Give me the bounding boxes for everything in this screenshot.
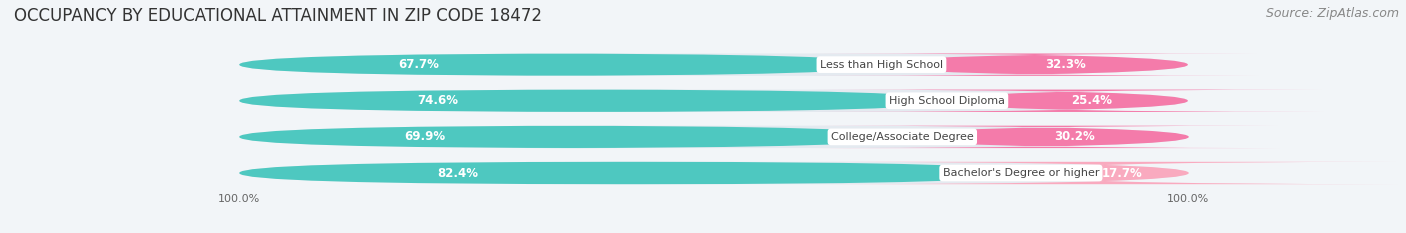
FancyBboxPatch shape bbox=[239, 162, 1021, 184]
FancyBboxPatch shape bbox=[239, 162, 1188, 184]
Text: 32.3%: 32.3% bbox=[1045, 58, 1085, 71]
Text: 17.7%: 17.7% bbox=[1101, 167, 1142, 179]
Text: High School Diploma: High School Diploma bbox=[889, 96, 1005, 106]
FancyBboxPatch shape bbox=[239, 53, 1188, 76]
FancyBboxPatch shape bbox=[239, 126, 1188, 148]
FancyBboxPatch shape bbox=[811, 89, 1324, 112]
Text: OCCUPANCY BY EDUCATIONAL ATTAINMENT IN ZIP CODE 18472: OCCUPANCY BY EDUCATIONAL ATTAINMENT IN Z… bbox=[14, 7, 543, 25]
Text: College/Associate Degree: College/Associate Degree bbox=[831, 132, 974, 142]
Text: Less than High School: Less than High School bbox=[820, 60, 943, 70]
FancyBboxPatch shape bbox=[239, 53, 882, 76]
Text: 74.6%: 74.6% bbox=[418, 94, 458, 107]
FancyBboxPatch shape bbox=[811, 162, 1398, 184]
FancyBboxPatch shape bbox=[811, 126, 1279, 148]
Text: 30.2%: 30.2% bbox=[1054, 130, 1095, 143]
Text: 100.0%: 100.0% bbox=[1167, 194, 1209, 204]
Text: 100.0%: 100.0% bbox=[218, 194, 260, 204]
FancyBboxPatch shape bbox=[239, 89, 1188, 112]
Text: 82.4%: 82.4% bbox=[437, 167, 478, 179]
Text: 67.7%: 67.7% bbox=[399, 58, 440, 71]
Text: 69.9%: 69.9% bbox=[405, 130, 446, 143]
FancyBboxPatch shape bbox=[811, 53, 1258, 76]
Text: Bachelor's Degree or higher: Bachelor's Degree or higher bbox=[942, 168, 1099, 178]
Text: 25.4%: 25.4% bbox=[1071, 94, 1112, 107]
FancyBboxPatch shape bbox=[239, 126, 903, 148]
Text: Source: ZipAtlas.com: Source: ZipAtlas.com bbox=[1265, 7, 1399, 20]
FancyBboxPatch shape bbox=[239, 89, 946, 112]
